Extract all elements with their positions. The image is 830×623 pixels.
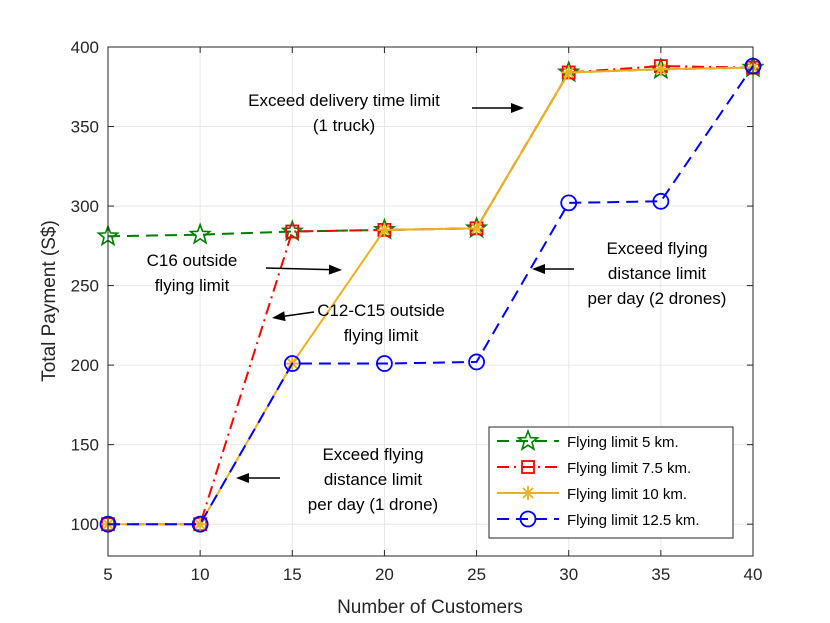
x-tick-label: 35: [651, 565, 670, 584]
arrow-shaft: [265, 267, 330, 271]
annotation-line: (1 truck): [313, 116, 375, 135]
y-tick-label: 350: [71, 118, 99, 137]
annotation-arrow: [532, 264, 574, 274]
annotation-line: distance limit: [324, 470, 423, 489]
legend-label: Flying limit 7.5 km.: [567, 460, 691, 477]
series-line: [108, 65, 754, 526]
legend-items: [497, 428, 559, 528]
annotation-line: flying limit: [344, 326, 419, 345]
annotation-line: C12-C15 outside: [317, 301, 445, 320]
legend-label: Flying limit 12.5 km.: [567, 512, 700, 529]
annotation-arrow: [265, 264, 342, 275]
annotation-line: Exceed flying: [322, 445, 423, 464]
y-tick-label: 200: [71, 356, 99, 375]
data-point: [193, 517, 208, 532]
data-point: [376, 355, 393, 372]
annotation-line: per day (2 drones): [588, 289, 727, 308]
x-tick-label: 25: [467, 565, 486, 584]
y-tick-label: 400: [71, 38, 99, 57]
data-point: [560, 194, 578, 212]
series-4: [99, 57, 762, 533]
marker-stroke: [655, 63, 667, 75]
legend-label: Flying limit 5 km.: [567, 434, 679, 451]
annotation-arrow: [236, 473, 280, 483]
legend: Flying limit 5 km. Flying limit 7.5 km. …: [488, 426, 734, 539]
legend-swatch-4: [497, 510, 559, 528]
annotation-line: Exceed flying: [606, 239, 707, 258]
x-tick-label: 5: [103, 565, 112, 584]
annotation-arrow: [272, 311, 315, 322]
arrow-shaft: [284, 311, 315, 317]
annotation-two-drones: Exceed flying distance limit per day (2 …: [588, 239, 727, 308]
data-point: [377, 222, 392, 237]
x-axis-title: Number of Customers: [337, 597, 523, 618]
annotation-delivery-time: Exceed delivery time limit (1 truck): [248, 91, 440, 135]
annotation-c16: C16 outside flying limit: [147, 251, 238, 295]
annotation-one-drone: Exceed flying distance limit per day (1 …: [308, 445, 438, 514]
y-tick-label: 250: [71, 277, 99, 296]
marker-stroke: [194, 518, 206, 530]
legend-marker: [521, 486, 535, 500]
arrow-head: [328, 264, 342, 275]
axis-ticks: 5 10 15 20 25 30 35 40 100 150 200 250 300 350 400: [71, 38, 763, 584]
y-tick-label: 100: [71, 515, 99, 534]
legend-swatch-3: [497, 486, 559, 500]
data-point: [561, 65, 576, 80]
data-point: [468, 353, 485, 371]
marker-stroke: [522, 487, 534, 499]
data-point: [653, 62, 668, 77]
data-point: [191, 515, 209, 533]
arrow-head: [532, 264, 545, 274]
x-tick-label: 40: [744, 565, 763, 584]
x-tick-label: 15: [283, 565, 302, 584]
data-point: [469, 221, 484, 236]
y-axis-title: Total Payment (S$): [39, 220, 60, 382]
legend-swatch-1: [497, 428, 559, 451]
annotation-c12-c15: C12-C15 outside flying limit: [317, 301, 445, 345]
annotation-line: per day (1 drone): [308, 495, 438, 514]
arrow-head: [511, 103, 524, 113]
annotation-line: C16 outside: [147, 251, 238, 270]
plot-frame: [107, 46, 754, 557]
data-point: [283, 355, 301, 372]
x-tick-label: 20: [375, 565, 394, 584]
y-tick-label: 150: [71, 436, 99, 455]
x-tick-label: 10: [191, 565, 210, 584]
annotation-line: flying limit: [155, 276, 230, 295]
marker-stroke: [470, 222, 483, 234]
data-point: [188, 222, 212, 245]
x-tick-label: 30: [559, 565, 578, 584]
legend-marker: [521, 460, 535, 474]
annotation-line: distance limit: [608, 264, 707, 283]
legend-marker: [516, 428, 540, 451]
legend-marker: [519, 510, 537, 528]
annotation-line: Exceed delivery time limit: [248, 91, 440, 110]
marker-stroke: [563, 66, 575, 79]
data-point: [285, 224, 300, 239]
legend-label: Flying limit 10 km.: [567, 486, 687, 503]
data-point: [280, 219, 304, 242]
arrow-head: [236, 473, 249, 483]
marker-stroke: [378, 224, 391, 236]
legend-swatch-2: [497, 460, 559, 474]
arrow-head: [272, 311, 286, 322]
data-point: [652, 192, 670, 210]
y-tick-label: 300: [71, 197, 99, 216]
annotation-arrow: [472, 103, 524, 113]
annotation-arrows: [236, 103, 574, 483]
